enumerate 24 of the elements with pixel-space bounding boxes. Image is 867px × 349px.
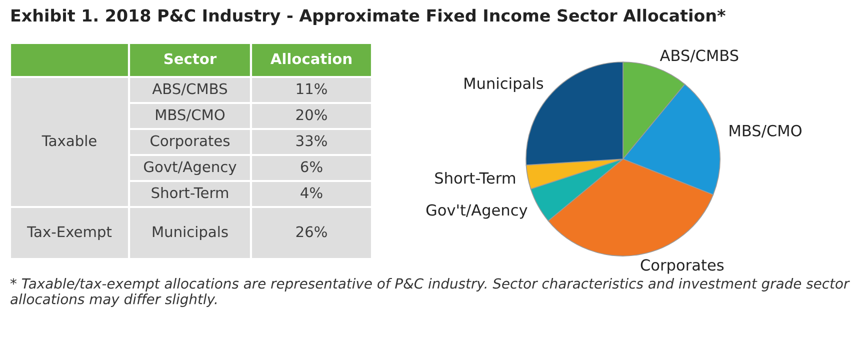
category-label: ABS/CMBS	[152, 83, 228, 96]
text: Sector	[164, 53, 217, 64]
data-label: 20%	[296, 109, 327, 120]
data-label: 4%	[300, 187, 322, 198]
data-label: 26%	[296, 226, 327, 238]
category-label: Corporates	[150, 135, 230, 150]
slice-label: Short-Term	[435, 172, 515, 184]
slice-label: Gov't/Agency	[426, 204, 528, 219]
category-label: Taxable	[42, 134, 96, 146]
category-label: MBS/CMO	[156, 109, 225, 122]
text: * Taxable/tax-exempt allocations are representative of P&C industry. Sector characteristics and investment grade sector allocations may differ slightly.	[10, 278, 850, 307]
category-label: Tax-Exempt	[27, 226, 112, 240]
data-label: 6%	[300, 161, 322, 172]
category-label: Govt/Agency	[144, 161, 236, 176]
category-label: Short-Term	[152, 186, 228, 198]
slice-label: MBS/CMO	[730, 124, 802, 138]
text: Allocation	[270, 52, 352, 64]
text: Exhibit 1. 2018 P&C Industry - Approximate Fixed Income Sector Allocation*	[12, 8, 726, 26]
data-label: 33%	[296, 135, 327, 146]
data-label: 11%	[296, 83, 327, 94]
slice-label: ABS/CMBS	[660, 50, 738, 62]
slice-label: Municipals	[464, 77, 544, 92]
slice-label: Corporates	[640, 259, 724, 274]
category-label: Municipals	[152, 226, 228, 240]
